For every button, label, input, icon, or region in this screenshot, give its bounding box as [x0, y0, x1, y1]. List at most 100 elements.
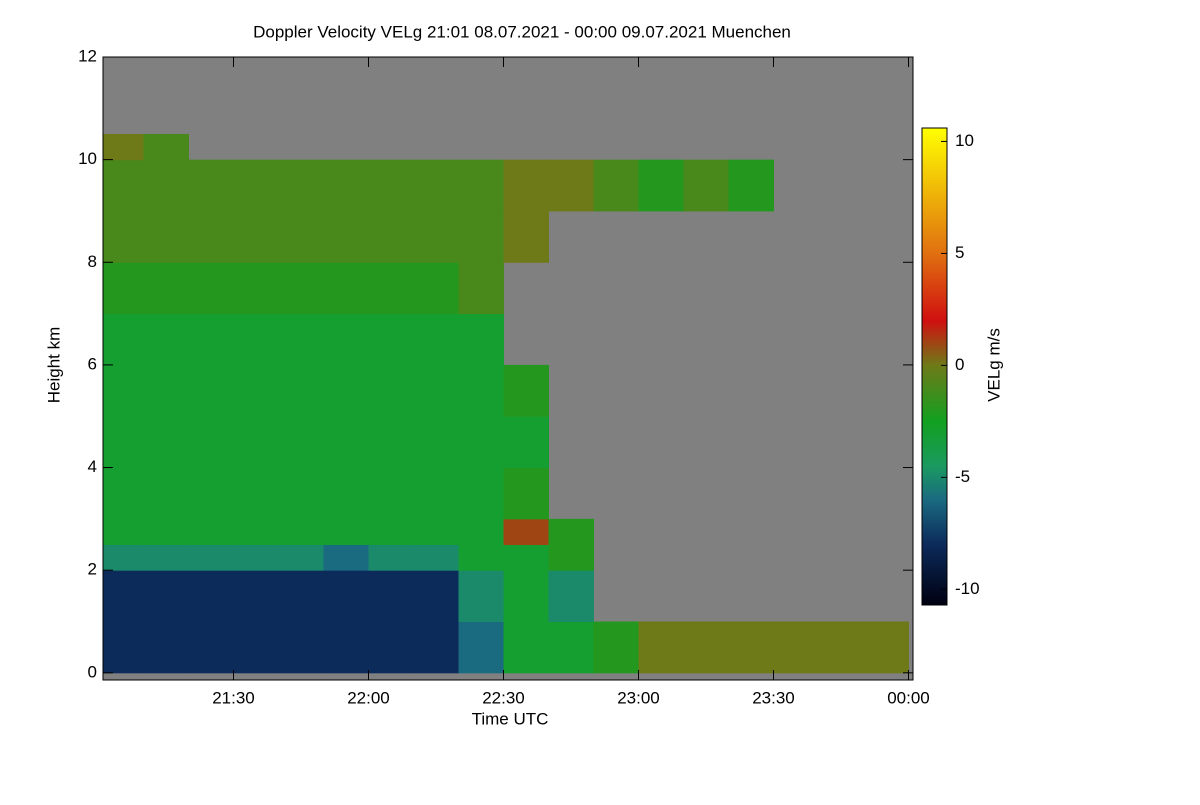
heatmap-cell	[458, 159, 504, 212]
heatmap-cell	[413, 467, 459, 520]
heatmap-cell	[188, 416, 234, 469]
heatmap-cell	[368, 159, 414, 212]
heatmap-cell	[143, 518, 189, 546]
heatmap-cell	[368, 210, 414, 263]
heatmap-cell	[728, 621, 774, 674]
heatmap-cell	[188, 518, 234, 546]
heatmap-cell	[413, 262, 459, 315]
heatmap-cell	[188, 313, 234, 366]
heatmap-cell	[638, 621, 684, 674]
heatmap-cell	[413, 518, 459, 546]
heatmap-cell	[143, 364, 189, 417]
heatmap-cell	[323, 544, 369, 571]
heatmap-cell	[233, 621, 279, 674]
y-axis-label: Height km	[44, 327, 63, 404]
heatmap-cell	[413, 621, 459, 674]
x-tick-label: 23:30	[752, 688, 795, 707]
heatmap-cell	[143, 621, 189, 674]
heatmap-cell	[143, 544, 189, 571]
heatmap-cell	[548, 570, 594, 622]
heatmap-cell	[103, 570, 144, 622]
heatmap-cell	[323, 210, 369, 263]
y-tick-label: 0	[88, 662, 97, 681]
colorbar-tick-label: -10	[955, 579, 980, 598]
colorbar	[921, 127, 948, 606]
heatmap-cell	[233, 570, 279, 622]
heatmap-cell	[103, 364, 144, 417]
x-tick-label: 23:00	[617, 688, 660, 707]
y-tick-label: 4	[88, 457, 97, 476]
heatmap-cell	[278, 570, 324, 622]
heatmap-cell	[593, 621, 639, 674]
heatmap-cell	[278, 210, 324, 263]
heatmap-cell	[368, 416, 414, 469]
x-tick-label: 22:30	[482, 688, 525, 707]
y-tick-label: 6	[88, 354, 97, 373]
heatmap-cell	[368, 544, 414, 571]
heatmap-cell	[503, 518, 549, 546]
heatmap-cell	[233, 467, 279, 520]
heatmap-cell	[103, 544, 144, 571]
heatmap-cell	[458, 364, 504, 417]
heatmap-cell	[323, 518, 369, 546]
heatmap-cell	[143, 133, 189, 161]
heatmap-cell	[503, 621, 549, 674]
heatmap-cell	[278, 621, 324, 674]
heatmap-cell	[548, 518, 594, 546]
heatmap-cell	[323, 621, 369, 674]
heatmap-cell	[103, 210, 144, 263]
heatmap-cell	[143, 570, 189, 622]
x-axis-label: Time UTC	[472, 709, 549, 728]
y-tick-label: 8	[88, 252, 97, 271]
heatmap-cell	[548, 159, 594, 212]
heatmap-cell	[773, 621, 819, 674]
y-tick-label: 12	[78, 46, 97, 65]
heatmap-cell	[413, 416, 459, 469]
heatmap-cell	[368, 313, 414, 366]
heatmap-cell	[503, 570, 549, 622]
heatmap-cell	[323, 313, 369, 366]
heatmap-cell	[323, 570, 369, 622]
heatmap-cell	[458, 518, 504, 546]
heatmap-cell	[413, 313, 459, 366]
heatmap-cell	[368, 570, 414, 622]
heatmap-cell	[728, 159, 774, 212]
heatmap-cell	[103, 467, 144, 520]
heatmap-cell	[638, 159, 684, 212]
heatmap-cell	[323, 364, 369, 417]
heatmap-cell	[278, 416, 324, 469]
heatmap-cell	[233, 518, 279, 546]
colorbar-tick-label: 5	[955, 243, 964, 262]
x-tick-label: 00:00	[887, 688, 930, 707]
heatmap-cell	[103, 262, 144, 315]
heatmap-cell	[233, 159, 279, 212]
heatmap-cell	[233, 364, 279, 417]
heatmap-cell	[103, 159, 144, 212]
colorbar-label: VELg m/s	[984, 328, 1003, 402]
heatmap-cell	[323, 416, 369, 469]
heatmap-cell	[458, 416, 504, 469]
heatmap-cell	[368, 518, 414, 546]
heatmap-cell	[278, 313, 324, 366]
heatmap-cell	[503, 210, 549, 263]
heatmap-cell	[103, 313, 144, 366]
heatmap-cell	[458, 210, 504, 263]
heatmap-cell	[188, 544, 234, 571]
heatmap-cell	[323, 159, 369, 212]
heatmap-cell	[188, 364, 234, 417]
heatmap-cell	[143, 416, 189, 469]
x-tick-label: 21:30	[212, 688, 255, 707]
heatmap-cell	[233, 313, 279, 366]
heatmap-cell	[413, 570, 459, 622]
heatmap-cell	[458, 544, 504, 571]
heatmap-cell	[413, 210, 459, 263]
heatmap-cell	[233, 210, 279, 263]
heatmap-cell	[143, 313, 189, 366]
heatmap-cell	[233, 544, 279, 571]
heatmap-cell	[368, 364, 414, 417]
heatmap-cell	[368, 467, 414, 520]
heatmap-cell	[413, 544, 459, 571]
heatmap-cell	[278, 262, 324, 315]
y-tick-label: 2	[88, 560, 97, 579]
